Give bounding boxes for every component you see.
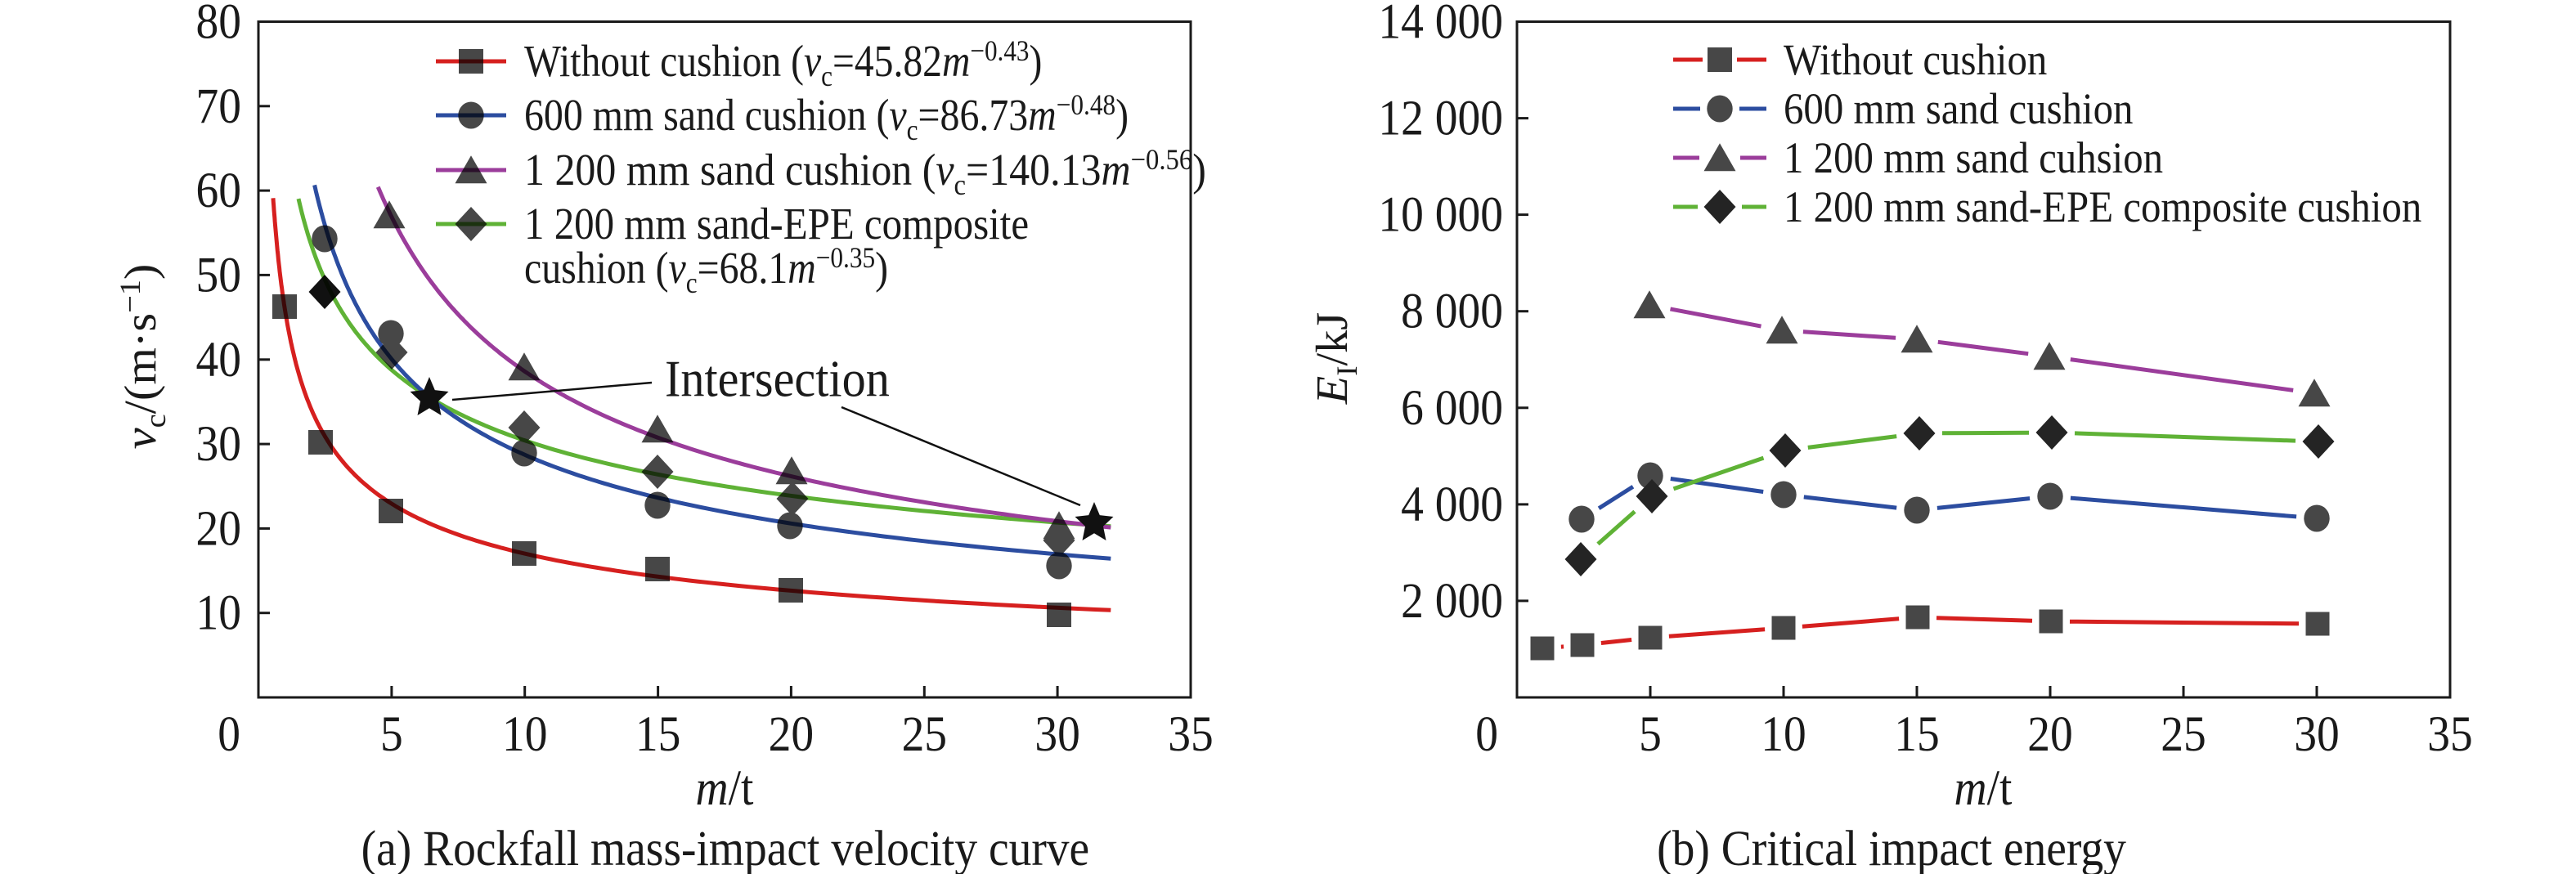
svg-text:20: 20 <box>769 706 814 762</box>
svg-text:Intersection: Intersection <box>665 350 890 408</box>
svg-text:Without cushion (vc=45.82m−0.4: Without cushion (vc=45.82m−0.43) <box>524 35 1042 93</box>
svg-text:25: 25 <box>2161 706 2206 762</box>
svg-text:15: 15 <box>1894 706 1939 762</box>
svg-text:35: 35 <box>2427 706 2472 762</box>
svg-text:1 200 mm sand-EPE composite cu: 1 200 mm sand-EPE composite cushion <box>1784 183 2421 232</box>
svg-text:14 000: 14 000 <box>1378 0 1503 49</box>
svg-text:70: 70 <box>196 78 241 133</box>
svg-text:60: 60 <box>196 163 241 218</box>
svg-text:1 200 mm sand cushion (vc=140.: 1 200 mm sand cushion (vc=140.13m−0.56) <box>524 144 1206 202</box>
svg-text:20: 20 <box>2027 706 2072 762</box>
svg-text:50: 50 <box>196 247 241 303</box>
svg-text:(b) Critical impact energy: (b) Critical impact energy <box>1657 821 2126 874</box>
svg-text:m/t: m/t <box>1954 760 2013 816</box>
svg-text:cushion (vc=68.1m−0.35): cushion (vc=68.1m−0.35) <box>524 242 888 299</box>
svg-text:20: 20 <box>196 500 241 556</box>
svg-text:30: 30 <box>1034 706 1079 762</box>
svg-text:600 mm sand cushion: 600 mm sand cushion <box>1784 85 2133 134</box>
svg-text:EI/kJ: EI/kJ <box>1307 312 1362 405</box>
svg-text:12 000: 12 000 <box>1378 90 1503 146</box>
svg-text:0: 0 <box>1475 706 1498 762</box>
svg-text:10: 10 <box>196 585 241 640</box>
svg-text:25: 25 <box>902 706 947 762</box>
svg-text:0: 0 <box>218 706 240 762</box>
svg-text:30: 30 <box>2294 706 2339 762</box>
svg-text:10 000: 10 000 <box>1378 186 1503 242</box>
svg-text:1 200 mm sand-EPE composite: 1 200 mm sand-EPE composite <box>524 199 1029 249</box>
svg-text:80: 80 <box>196 0 241 49</box>
svg-text:vc/(m·s−1): vc/(m·s−1) <box>114 264 173 450</box>
svg-text:m/t: m/t <box>696 760 754 816</box>
svg-text:10: 10 <box>1761 706 1806 762</box>
svg-text:10: 10 <box>502 706 547 762</box>
svg-text:8 000: 8 000 <box>1401 283 1503 338</box>
svg-text:40: 40 <box>196 331 241 387</box>
svg-text:15: 15 <box>635 706 680 762</box>
svg-text:(a) Rockfall mass-impact veloc: (a) Rockfall mass-impact velocity curve <box>361 821 1090 874</box>
svg-text:4 000: 4 000 <box>1401 477 1503 532</box>
svg-text:30: 30 <box>196 416 241 472</box>
svg-text:5: 5 <box>380 706 403 762</box>
svg-text:35: 35 <box>1168 706 1213 762</box>
svg-text:6 000: 6 000 <box>1401 379 1503 435</box>
svg-text:600 mm sand cushion (vc=86.73m: 600 mm sand cushion (vc=86.73m−0.48) <box>524 89 1129 146</box>
svg-text:1 200 mm sand cuhsion: 1 200 mm sand cuhsion <box>1784 134 2163 183</box>
svg-text:2 000: 2 000 <box>1401 573 1503 629</box>
svg-text:5: 5 <box>1639 706 1662 762</box>
svg-text:Without cushion: Without cushion <box>1784 36 2047 85</box>
